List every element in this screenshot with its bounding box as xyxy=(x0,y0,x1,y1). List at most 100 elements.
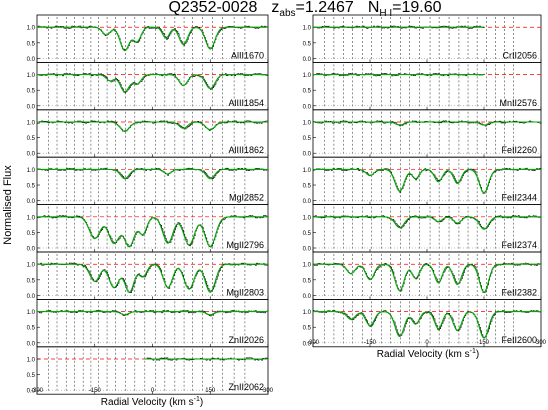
y-tick-label: 0.0 xyxy=(27,294,36,300)
panel-FeII2374: 1.0 0.5 0.0 FeII2374 xyxy=(303,204,542,253)
y-tick-label: 1.0 xyxy=(303,215,312,221)
model-fit xyxy=(37,74,268,93)
y-tick-label: 1.0 xyxy=(27,26,36,32)
title-quasar: Q2352-0028 xyxy=(168,0,257,16)
y-tick-label: 0.5 xyxy=(27,136,36,142)
y-tick-label: 0.5 xyxy=(303,89,312,95)
y-tick-label: 0.0 xyxy=(27,152,36,158)
panel-FeII2260: 1.0 0.5 0.0 FeII2260 xyxy=(303,109,542,158)
y-tick-label: 1.0 xyxy=(303,73,312,79)
y-tick-label: 1.0 xyxy=(303,168,312,174)
model-fit xyxy=(37,216,268,248)
y-axis-label: Normalised Flux xyxy=(2,165,14,245)
panel-label: MgI2852 xyxy=(229,193,264,203)
x-tick-label: 300 xyxy=(536,340,547,346)
x-axis-label-right: Radial Velocity (km s-1) xyxy=(377,348,479,360)
y-tick-label: 0.0 xyxy=(303,152,312,158)
y-tick-label: 0.5 xyxy=(303,231,312,237)
y-tick-label: 0.0 xyxy=(303,247,312,253)
panel-CrII2056: 1.0 0.5 0.0 CrII2056 xyxy=(303,14,542,63)
x-tick-label: -300 xyxy=(307,340,320,346)
x-tick-label: 0 xyxy=(151,388,155,394)
title-n: N xyxy=(368,0,380,16)
model-fit xyxy=(313,311,541,339)
panel-FeII2382: 1.0 0.5 0.0 FeII2382 xyxy=(303,251,542,300)
x-tick-label: 150 xyxy=(479,340,490,346)
panel-label: MgII2803 xyxy=(226,287,264,297)
model-fit xyxy=(313,168,541,194)
panel-MgII2796: 1.0 0.5 0.0 MgII2796 xyxy=(27,204,269,253)
y-tick-label: 1.0 xyxy=(303,121,312,127)
y-tick-label: 0.0 xyxy=(27,341,36,347)
spectrum-data xyxy=(144,357,268,361)
y-tick-label: 0.0 xyxy=(27,57,36,63)
panel-AlII1670: 1.0 0.5 0.0 AlII1670 xyxy=(27,14,269,63)
y-tick-label: 1.0 xyxy=(27,73,36,79)
y-tick-label: 0.0 xyxy=(303,104,312,110)
y-tick-label: 0.0 xyxy=(27,247,36,253)
y-tick-label: 0.0 xyxy=(303,341,312,347)
panel-label: ZnII2062 xyxy=(228,382,264,392)
panel-label: FeII2260 xyxy=(501,145,537,155)
x-tick-label: -150 xyxy=(364,340,377,346)
plot-area: 1.0 0.5 0.0 AlII1670 1.0 0.5 0.0 AlIII1854 1.0 0.… xyxy=(27,14,547,395)
title-z: z xyxy=(271,0,279,16)
panel-label: FeII2374 xyxy=(501,240,537,250)
y-tick-label: 0.5 xyxy=(27,373,36,379)
panel-label: AlIII1862 xyxy=(228,145,264,155)
y-tick-label: 0.5 xyxy=(27,41,36,47)
panel-ZnII2062: 1.0 0.5 0.0 ZnII2062 xyxy=(27,346,269,395)
x-tick-label: 150 xyxy=(205,388,216,394)
y-tick-label: 0.0 xyxy=(303,57,312,63)
model-fit xyxy=(37,168,268,180)
y-tick-label: 0.0 xyxy=(303,294,312,300)
y-tick-label: 0.5 xyxy=(303,41,312,47)
y-tick-label: 1.0 xyxy=(27,263,36,269)
panel-FeII2344: 1.0 0.5 0.0 FeII2344 xyxy=(303,156,542,205)
y-tick-label: 1.0 xyxy=(303,26,312,32)
spectrum-data xyxy=(313,215,542,230)
x-axis-label-left: Radial Velocity (km s-1) xyxy=(101,396,203,408)
panel-label: FeII2382 xyxy=(501,287,537,297)
panel-label: AlII1670 xyxy=(231,50,264,60)
y-tick-label: 1.0 xyxy=(27,358,36,364)
panel-AlIII1854: 1.0 0.5 0.0 AlIII1854 xyxy=(27,62,269,110)
spectrum-data xyxy=(313,167,542,194)
y-tick-label: 1.0 xyxy=(27,121,36,127)
y-tick-label: 1.0 xyxy=(27,310,36,316)
panel-label: ZnII2026 xyxy=(228,335,264,345)
y-tick-label: 1.0 xyxy=(303,263,312,269)
y-tick-label: 0.0 xyxy=(303,199,312,205)
panel-MgI2852: 1.0 0.5 0.0 MgI2852 xyxy=(27,156,269,205)
panel-label: MgII2796 xyxy=(226,240,264,250)
y-tick-label: 0.5 xyxy=(303,184,312,190)
title-z-sub: abs xyxy=(279,8,295,19)
x-tick-label: 0 xyxy=(425,340,429,346)
y-tick-label: 0.0 xyxy=(27,199,36,205)
title-n-value: =19.60 xyxy=(392,0,441,16)
model-fit xyxy=(313,121,541,126)
y-tick-label: 0.0 xyxy=(27,104,36,110)
panel-FeII2600: 1.0 0.5 0.0 FeII2600 xyxy=(303,298,542,347)
panel-AlIII1862: 1.0 0.5 0.0 AlIII1862 xyxy=(27,109,269,158)
panel-MgII2803: 1.0 0.5 0.0 MgII2803 xyxy=(27,251,269,300)
y-tick-label: 1.0 xyxy=(303,310,312,316)
y-tick-label: 0.5 xyxy=(27,278,36,284)
title-z-value: =1.2467 xyxy=(296,0,354,16)
spectrum-data xyxy=(37,310,269,317)
y-tick-label: 1.0 xyxy=(27,215,36,221)
title-n-sub: H I xyxy=(379,8,392,19)
panel-label: AlIII1854 xyxy=(228,98,264,108)
spectrum-data xyxy=(37,25,269,51)
panel-label: MnII2576 xyxy=(499,98,537,108)
y-tick-label: 0.0 xyxy=(27,389,36,395)
model-fit xyxy=(313,263,541,294)
model-fit xyxy=(37,121,268,132)
figure-title: Q2352-0028 zabs=1.2467 NH I=19.60 xyxy=(168,0,441,19)
model-fit xyxy=(313,216,541,230)
panel-MnII2576: 1.0 0.5 0.0 MnII2576 xyxy=(303,62,542,110)
y-tick-label: 0.5 xyxy=(27,89,36,95)
panel-label: FeII2344 xyxy=(501,193,537,203)
model-fit xyxy=(37,26,268,52)
